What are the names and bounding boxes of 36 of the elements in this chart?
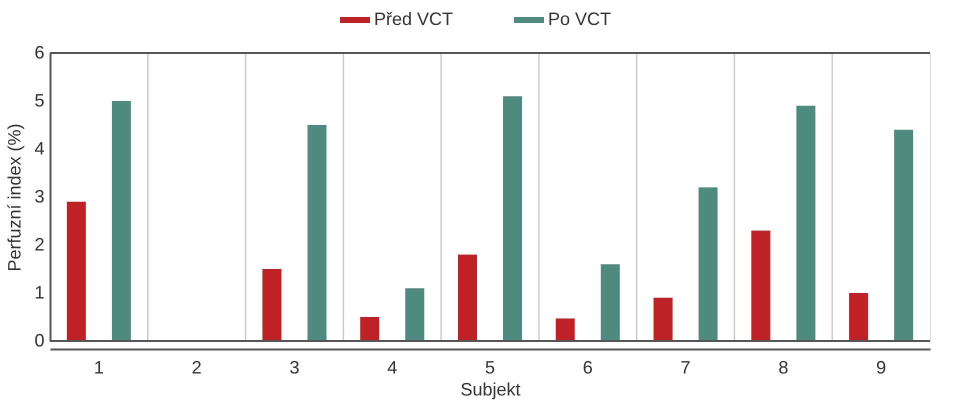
y-tick-label: 0 [34, 330, 44, 350]
x-tick-label: 8 [778, 358, 788, 378]
bar [262, 269, 282, 341]
y-tick-label: 1 [34, 282, 44, 302]
bar [556, 318, 575, 341]
y-axis-title: Perfuzní index (%) [4, 123, 24, 272]
bar [698, 187, 718, 341]
legend-label: Po VCT [548, 9, 612, 29]
bar [503, 96, 522, 341]
bar [66, 202, 86, 341]
y-tick-label: 3 [34, 186, 44, 206]
x-tick-label: 3 [289, 358, 300, 378]
bar [112, 101, 131, 341]
legend-label: Před VCT [374, 9, 454, 29]
bar [600, 264, 620, 341]
bar [796, 106, 816, 341]
x-tick-label: 7 [680, 358, 691, 378]
bar [654, 298, 673, 341]
x-tick-label: 9 [876, 358, 886, 378]
y-tick-label: 4 [34, 138, 44, 158]
bar [360, 317, 380, 341]
y-tick-label: 5 [34, 90, 44, 110]
y-tick-label: 2 [34, 234, 44, 254]
bar [405, 288, 424, 341]
bar [307, 125, 326, 341]
bar [458, 254, 477, 341]
bar [751, 230, 770, 341]
bar [894, 130, 914, 341]
x-tick-label: 1 [94, 358, 104, 378]
x-tick-label: 4 [387, 358, 398, 378]
y-tick-label: 6 [34, 42, 44, 62]
x-tick-label: 2 [192, 358, 202, 378]
x-tick-label: 5 [484, 358, 496, 378]
x-axis-title: Subjekt [460, 380, 521, 400]
x-tick-label: 6 [582, 358, 593, 378]
bar [849, 293, 868, 341]
